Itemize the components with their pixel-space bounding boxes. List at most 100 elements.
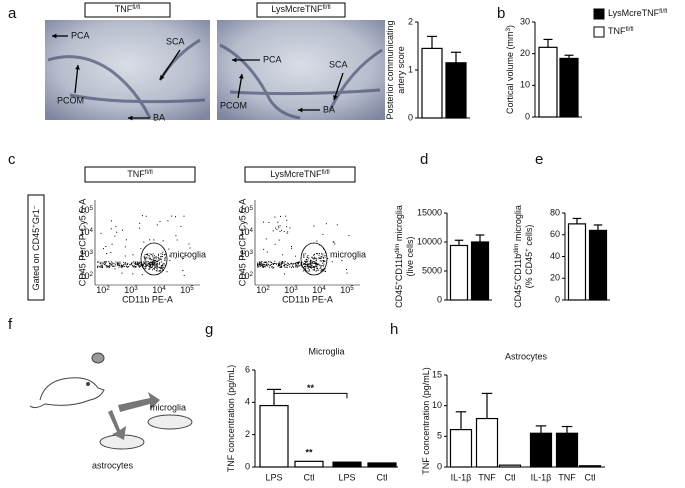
structure-label: SCA: [329, 59, 348, 69]
superscript: 2: [266, 285, 270, 292]
dot: [101, 265, 103, 267]
dot: [304, 268, 306, 270]
dot: [320, 270, 322, 272]
dot: [117, 264, 119, 266]
dot: [120, 264, 122, 266]
dot: [144, 258, 146, 260]
dot: [149, 253, 151, 255]
dot: [313, 269, 315, 271]
x-tick-label: Ctl: [585, 472, 596, 482]
dot: [162, 240, 164, 242]
dot: [312, 257, 314, 259]
y-axis-label: (% CD45+ cells): [524, 225, 535, 289]
text-part: cells): [524, 225, 534, 249]
dot: [257, 262, 258, 264]
y-tick-label: 4: [245, 397, 250, 407]
dot: [163, 266, 164, 268]
dot: [151, 253, 153, 255]
dot: [306, 261, 308, 263]
dot: [130, 264, 132, 266]
text-part: 10: [239, 205, 249, 215]
dot: [318, 269, 320, 271]
dot: [157, 257, 159, 258]
dot: [124, 255, 126, 257]
dot: [138, 265, 140, 267]
dot: [291, 262, 292, 264]
dot: [111, 243, 113, 245]
label-box: [84, 166, 196, 183]
text-part: TNF concentration (pg/mL): [226, 365, 236, 473]
dot: [260, 262, 262, 264]
dot: [158, 253, 159, 255]
y-axis-label: (live cells): [405, 236, 415, 276]
dot: [134, 266, 136, 268]
arrow-head: [128, 115, 133, 121]
dot: [324, 256, 326, 258]
dot: [101, 264, 103, 266]
dot: [305, 260, 307, 262]
x-tick-label: Ctl: [304, 472, 315, 482]
dot: [155, 258, 157, 260]
text-part: TNF: [127, 169, 145, 179]
dot: [145, 265, 147, 267]
dot: [304, 263, 306, 265]
dot: [157, 260, 159, 262]
flow-x-tick: 103: [124, 285, 138, 296]
dot: [151, 264, 153, 266]
x-tick-label: IL-1β: [451, 472, 472, 482]
dot: [321, 260, 323, 262]
dot: [100, 262, 102, 264]
x-tick-label: TNF: [478, 472, 496, 482]
arrow: [159, 49, 181, 81]
photo-header: LysMcreTNFfl/fl: [271, 4, 330, 15]
dot: [126, 266, 128, 268]
superscript: 5: [190, 285, 194, 292]
dot: [97, 267, 99, 268]
dot: [144, 259, 146, 261]
dot: [291, 247, 293, 249]
dot: [270, 264, 272, 265]
bar: [449, 244, 469, 301]
text-part: TNF concentration (pg/mL): [421, 367, 431, 475]
significance-bracket: [273, 392, 348, 399]
dot: [257, 266, 259, 268]
dot: [151, 266, 153, 268]
dot: [315, 257, 317, 259]
dot: [268, 263, 270, 265]
label-box: [84, 2, 171, 18]
text-part: Gr1: [31, 209, 41, 224]
dot: [141, 215, 143, 217]
dot: [307, 261, 309, 263]
dot: [322, 260, 324, 261]
dot: [313, 254, 315, 255]
dot: [140, 266, 142, 268]
dot: [97, 266, 99, 268]
dot: [106, 266, 108, 268]
dot: [308, 257, 310, 259]
bar: [367, 462, 397, 468]
dot: [108, 261, 110, 263]
dot: [316, 265, 318, 267]
label-box: [244, 166, 356, 183]
y-tick-label: 0: [437, 461, 442, 471]
text-part: 10: [284, 285, 294, 295]
dot: [103, 262, 105, 264]
dot: [275, 227, 276, 229]
dot: [308, 266, 310, 268]
x-tick-label: Ctl: [505, 472, 516, 482]
dot: [102, 263, 104, 265]
dot: [152, 260, 154, 262]
dot: [134, 266, 136, 268]
text-part: LysMcreTNF: [271, 4, 323, 14]
flow-x-tick: 102: [96, 285, 110, 296]
dot: [261, 263, 263, 265]
dot: [263, 262, 265, 264]
dot: [106, 261, 108, 263]
dot: [287, 231, 289, 233]
dot: [276, 262, 278, 264]
dot: [140, 248, 142, 250]
dot: [273, 263, 275, 264]
text-part: 10: [256, 285, 266, 295]
dot: [307, 259, 309, 261]
structure-label: SCA: [166, 36, 185, 46]
